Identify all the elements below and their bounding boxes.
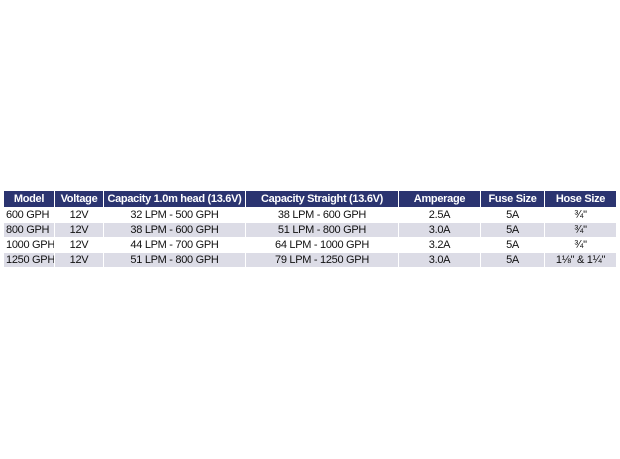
cell-fuse-size: 5A: [481, 223, 544, 237]
cell-model: 1000 GPH: [4, 238, 54, 252]
cell-fuse-size: 5A: [481, 208, 544, 222]
header-capacity-straight: Capacity Straight (13.6V): [246, 191, 398, 207]
cell-capacity-straight: 64 LPM - 1000 GPH: [246, 238, 398, 252]
header-row: Model Voltage Capacity 1.0m head (13.6V)…: [4, 191, 616, 207]
cell-capacity-straight: 38 LPM - 600 GPH: [246, 208, 398, 222]
cell-capacity-head: 51 LPM - 800 GPH: [104, 253, 245, 267]
cell-capacity-straight: 79 LPM - 1250 GPH: [246, 253, 398, 267]
cell-hose-size: ¾": [545, 238, 616, 252]
table-row: 1250 GPH 12V 51 LPM - 800 GPH 79 LPM - 1…: [4, 253, 616, 267]
cell-model: 600 GPH: [4, 208, 54, 222]
header-voltage: Voltage: [55, 191, 103, 207]
cell-model: 800 GPH: [4, 223, 54, 237]
pump-spec-table: Model Voltage Capacity 1.0m head (13.6V)…: [3, 190, 617, 268]
table-row: 600 GPH 12V 32 LPM - 500 GPH 38 LPM - 60…: [4, 208, 616, 222]
cell-capacity-head: 32 LPM - 500 GPH: [104, 208, 245, 222]
cell-capacity-head: 38 LPM - 600 GPH: [104, 223, 245, 237]
cell-hose-size: 1⅛" & 1¼": [545, 253, 616, 267]
cell-voltage: 12V: [55, 253, 103, 267]
cell-amperage: 3.0A: [399, 253, 480, 267]
cell-hose-size: ¾": [545, 223, 616, 237]
cell-capacity-head: 44 LPM - 700 GPH: [104, 238, 245, 252]
header-capacity-head: Capacity 1.0m head (13.6V): [104, 191, 245, 207]
cell-voltage: 12V: [55, 223, 103, 237]
header-hose-size: Hose Size: [545, 191, 616, 207]
cell-voltage: 12V: [55, 238, 103, 252]
header-model: Model: [4, 191, 54, 207]
header-amperage: Amperage: [399, 191, 480, 207]
cell-amperage: 2.5A: [399, 208, 480, 222]
cell-amperage: 3.2A: [399, 238, 480, 252]
table-row: 800 GPH 12V 38 LPM - 600 GPH 51 LPM - 80…: [4, 223, 616, 237]
cell-voltage: 12V: [55, 208, 103, 222]
header-fuse-size: Fuse Size: [481, 191, 544, 207]
cell-fuse-size: 5A: [481, 238, 544, 252]
cell-fuse-size: 5A: [481, 253, 544, 267]
cell-capacity-straight: 51 LPM - 800 GPH: [246, 223, 398, 237]
cell-amperage: 3.0A: [399, 223, 480, 237]
table-row: 1000 GPH 12V 44 LPM - 700 GPH 64 LPM - 1…: [4, 238, 616, 252]
cell-model: 1250 GPH: [4, 253, 54, 267]
cell-hose-size: ¾": [545, 208, 616, 222]
